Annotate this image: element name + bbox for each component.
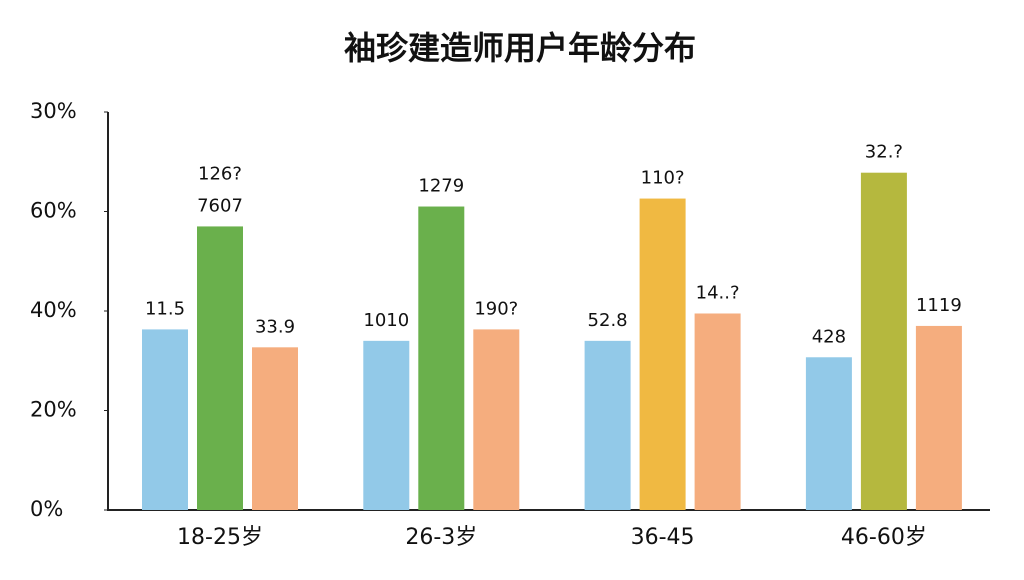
bar	[694, 313, 741, 510]
y-tick-label: 20%	[30, 398, 77, 422]
annotation: 126?	[198, 163, 242, 184]
y-tick-label: 30%	[30, 99, 77, 123]
bar	[142, 329, 188, 510]
data-label: 14..?	[696, 282, 740, 303]
data-label: 428	[812, 326, 846, 347]
data-label: 1010	[363, 310, 409, 331]
data-label: 1119	[916, 295, 962, 316]
data-label: 33.9	[255, 316, 295, 337]
bar	[639, 198, 686, 510]
data-label: 32.?	[865, 142, 903, 163]
y-tick-label: 60%	[30, 199, 77, 223]
x-tick-label: 18-25岁	[177, 525, 263, 550]
data-label: 110?	[641, 168, 685, 189]
bar	[860, 172, 907, 510]
data-label: 190?	[474, 298, 518, 319]
data-label: 7607	[197, 195, 243, 216]
bar	[418, 206, 465, 510]
bar	[805, 357, 852, 510]
x-tick-label: 46-60岁	[841, 525, 927, 550]
x-tick-label: 26-3岁	[405, 525, 477, 550]
x-tick-label: 36-45	[631, 525, 695, 550]
bar	[197, 226, 243, 511]
data-label: 1279	[418, 176, 464, 197]
bar	[915, 325, 962, 510]
y-tick-label: 0%	[30, 497, 63, 521]
data-label: 52.8	[588, 310, 628, 331]
bar	[584, 340, 631, 510]
data-label: 11.5	[145, 298, 185, 319]
y-tick-label: 40%	[30, 298, 77, 322]
bar	[473, 329, 520, 510]
chart-title: 袖珍建造师用户年龄分布	[344, 29, 696, 67]
bar	[252, 347, 298, 510]
bar	[363, 340, 410, 510]
